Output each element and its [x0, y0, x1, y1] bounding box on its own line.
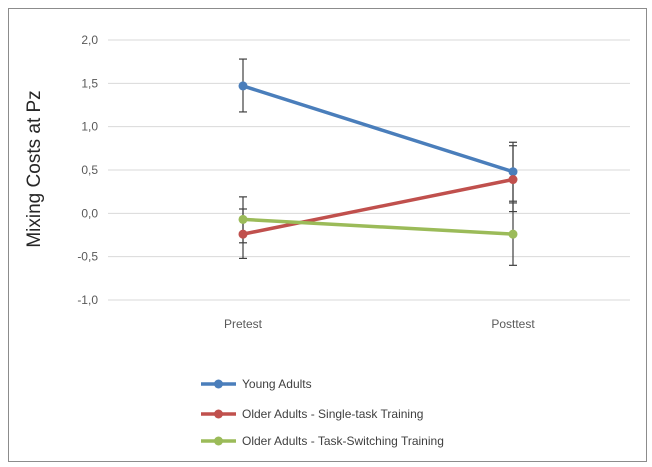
y-axis-label: Mixing Costs at Pz [24, 90, 45, 247]
series-line [241, 84, 515, 174]
x-tick-label: Pretest [224, 317, 263, 331]
data-point [508, 229, 518, 239]
x-axis-ticks: Pretest Posttest [224, 317, 535, 331]
legend-label: Older Adults - Single-task Training [242, 407, 423, 421]
gridlines [108, 39, 630, 301]
y-axis-ticks: 2,0 1,5 1,0 0,5 0,0 -0,5 -1,0 [77, 33, 98, 307]
x-tick-label: Posttest [491, 317, 535, 331]
series-line [241, 217, 515, 236]
data-point [508, 167, 518, 177]
legend: Young Adults Older Adults - Single-task T… [201, 377, 444, 448]
data-point [238, 81, 248, 91]
error-bars [239, 58, 517, 266]
legend-label: Young Adults [242, 377, 312, 391]
y-tick-label: 0,5 [81, 163, 98, 177]
data-point [508, 175, 518, 185]
y-tick-label: 1,0 [81, 120, 98, 134]
y-tick-label: 2,0 [81, 33, 98, 47]
y-tick-label: -1,0 [77, 293, 98, 307]
y-tick-label: 0,0 [81, 206, 98, 220]
data-point [238, 229, 248, 239]
y-tick-label: 1,5 [81, 76, 98, 90]
series-lines [238, 81, 518, 239]
data-point [238, 214, 248, 224]
legend-swatch-marker [214, 409, 223, 419]
legend-swatch-marker [214, 379, 223, 389]
series-line [241, 177, 515, 236]
legend-label: Older Adults - Task-Switching Training [242, 434, 444, 448]
y-tick-label: -0,5 [77, 250, 98, 264]
legend-swatch-marker [214, 436, 223, 446]
